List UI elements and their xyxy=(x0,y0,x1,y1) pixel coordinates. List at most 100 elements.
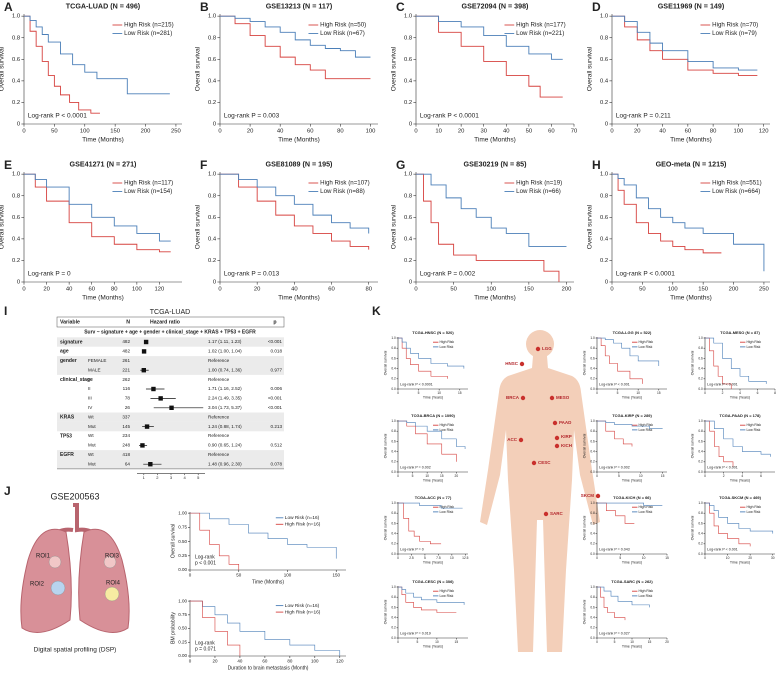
legend-label: Low Risk (n=67) xyxy=(320,30,365,37)
x-tick-label: 10 xyxy=(630,640,634,644)
y-axis-label: Overall survival xyxy=(384,516,388,541)
x-tick-label: 0 xyxy=(397,556,399,560)
legend-label: High Risk xyxy=(638,505,653,509)
x-tick-label: 15 xyxy=(657,391,661,395)
x-tick-label: 0 xyxy=(22,129,26,135)
x-tick-label: 2 xyxy=(723,474,725,478)
survival-curve xyxy=(220,15,371,58)
organ-label: BRCA xyxy=(506,395,520,400)
model-formula: Surv ~ signature + age + gender + clinic… xyxy=(84,329,256,335)
x-tick-label: 5 xyxy=(418,391,420,395)
chart-title: GSE41271 (N = 271) xyxy=(70,161,138,169)
organ-dot xyxy=(554,435,560,441)
chart-title: GSE72094 (N = 398) xyxy=(462,3,530,11)
x-axis-label: Time (Years) xyxy=(730,561,750,565)
legend-label: Low Risk xyxy=(638,594,652,598)
x-tick-label: 100 xyxy=(311,659,319,664)
survival-curve xyxy=(597,337,660,367)
hazard-ratio: 0.90 (0.65, 1.24) xyxy=(208,443,242,448)
y-axis-label: Overall survival xyxy=(384,600,388,625)
x-tick-label: 20 xyxy=(634,129,641,135)
y-tick-label: 0 xyxy=(17,122,21,128)
y-tick-label: 1.0 xyxy=(391,585,396,589)
roi-dot xyxy=(48,555,62,569)
y-tick-label: 0 xyxy=(213,280,217,286)
x-axis-label: Time (Years) xyxy=(622,645,642,649)
y-axis-label: Overall survival xyxy=(691,434,695,459)
y-tick-label: 0.6 xyxy=(12,57,20,63)
y-tick-label: 0.0 xyxy=(590,636,595,640)
x-tick-label: 150 xyxy=(110,129,121,135)
y-tick-label: 1.0 xyxy=(12,14,21,20)
organ-label: KIRP xyxy=(561,434,572,439)
survival-curve xyxy=(416,173,567,247)
annotation: Log-rank P < 0.001 xyxy=(707,547,738,551)
survival-curve xyxy=(597,586,650,608)
legend-label: High Risk xyxy=(638,589,653,593)
legend-label: High Risk xyxy=(439,423,454,427)
forest-tick-label: 1 xyxy=(143,475,146,480)
y-axis-label: Overall survival xyxy=(583,434,587,459)
x-tick-label: 0 xyxy=(414,129,418,135)
x-tick-label: 0 xyxy=(189,573,192,578)
x-tick-label: 15 xyxy=(661,474,665,478)
x-tick-label: 0 xyxy=(610,129,614,135)
annotation: Log-rank P = 0.002 xyxy=(420,270,476,277)
x-axis-label: Time (Months) xyxy=(82,294,124,301)
y-tick-label: 0.4 xyxy=(590,449,595,453)
annotation: Log-rank xyxy=(195,640,215,646)
x-tick-label: 80 xyxy=(365,287,372,293)
y-tick-label: 0.25 xyxy=(178,639,187,644)
y-tick-label: 0.2 xyxy=(404,100,412,106)
x-tick-label: 0 xyxy=(596,556,598,560)
y-tick-label: 0.2 xyxy=(590,542,595,546)
x-tick-label: 50 xyxy=(51,129,58,135)
x-axis-label: Duration to brain metastasis (Month) xyxy=(228,665,309,671)
hazard-ratio: 1.17 (1.11, 1.23) xyxy=(208,339,242,344)
y-tick-label: 0.2 xyxy=(590,377,595,381)
x-tick-label: 0 xyxy=(189,659,192,664)
legend-label: High Risk xyxy=(746,340,761,344)
body-head xyxy=(526,330,554,358)
y-tick-label: 0.6 xyxy=(404,215,412,221)
x-tick-label: 0 xyxy=(704,556,706,560)
variable: clinical_stage xyxy=(60,377,93,383)
level: II xyxy=(88,386,91,391)
y-tick-label: 0.6 xyxy=(391,521,396,525)
y-tick-label: 0 xyxy=(605,122,609,128)
y-tick-label: 0.2 xyxy=(391,460,396,464)
dsp-caption: Digital spatial profiling (DSP) xyxy=(34,647,117,654)
y-tick-label: 0.4 xyxy=(698,531,703,535)
roi-label: ROI2 xyxy=(30,582,45,588)
x-tick-label: 120 xyxy=(336,659,344,664)
hazard-ratio: 3.04 (1.73, 5.37) xyxy=(208,405,242,410)
n-count: 262 xyxy=(122,377,130,382)
organ-label: KICH xyxy=(561,443,572,448)
annotation: Log-rank P = 0.027 xyxy=(599,631,630,635)
y-tick-label: 0.6 xyxy=(590,521,595,525)
legend-label: Low Risk xyxy=(439,510,453,514)
y-tick-label: 0.0 xyxy=(391,387,396,391)
y-axis-label: Overall survival xyxy=(583,600,587,625)
x-tick-label: 0 xyxy=(397,391,399,395)
n-count: 234 xyxy=(122,433,130,438)
x-tick-label: 30 xyxy=(480,129,487,135)
hr-square xyxy=(158,396,163,401)
level: III xyxy=(88,396,92,401)
x-tick-label: 0 xyxy=(704,391,706,395)
hr-square xyxy=(143,339,149,345)
y-axis-label: Overall survival xyxy=(0,46,6,91)
legend-label: High Risk xyxy=(746,423,761,427)
hazard-ratio: 1.71 (1.16, 2.52) xyxy=(208,386,242,391)
legend-label: Low Risk (n=281) xyxy=(124,30,172,37)
survival-curve xyxy=(416,15,563,98)
legend-label: Low Risk (n=221) xyxy=(516,30,564,37)
annotation: Log-rank P < 0.0001 xyxy=(400,382,433,386)
x-axis-label: Time (Years) xyxy=(730,396,750,400)
x-axis-label: Time (Years) xyxy=(730,479,750,483)
y-tick-label: 0.8 xyxy=(404,35,412,41)
n-count: 145 xyxy=(122,424,130,429)
organ-label: MESO xyxy=(556,395,570,400)
x-axis-label: Time (Months) xyxy=(670,294,712,301)
